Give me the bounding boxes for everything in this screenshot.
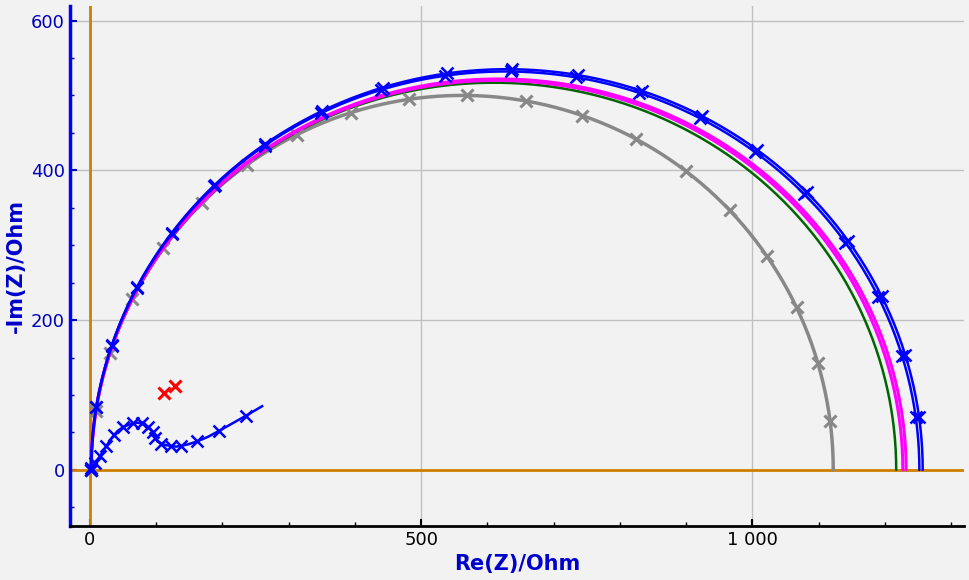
Y-axis label: -Im(Z)/Ohm: -Im(Z)/Ohm (6, 199, 25, 333)
X-axis label: Re(Z)/Ohm: Re(Z)/Ohm (453, 554, 579, 574)
